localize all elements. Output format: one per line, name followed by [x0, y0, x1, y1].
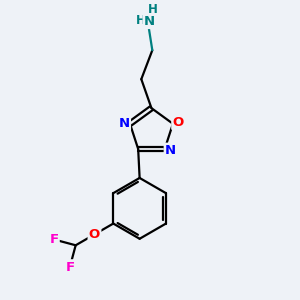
- Text: O: O: [89, 228, 100, 241]
- Text: F: F: [65, 260, 74, 274]
- Text: F: F: [50, 233, 58, 246]
- Text: N: N: [165, 144, 176, 157]
- Text: O: O: [172, 116, 184, 129]
- Text: N: N: [144, 15, 155, 28]
- Text: H: H: [148, 3, 158, 16]
- Text: N: N: [118, 117, 130, 130]
- Text: H: H: [136, 14, 146, 27]
